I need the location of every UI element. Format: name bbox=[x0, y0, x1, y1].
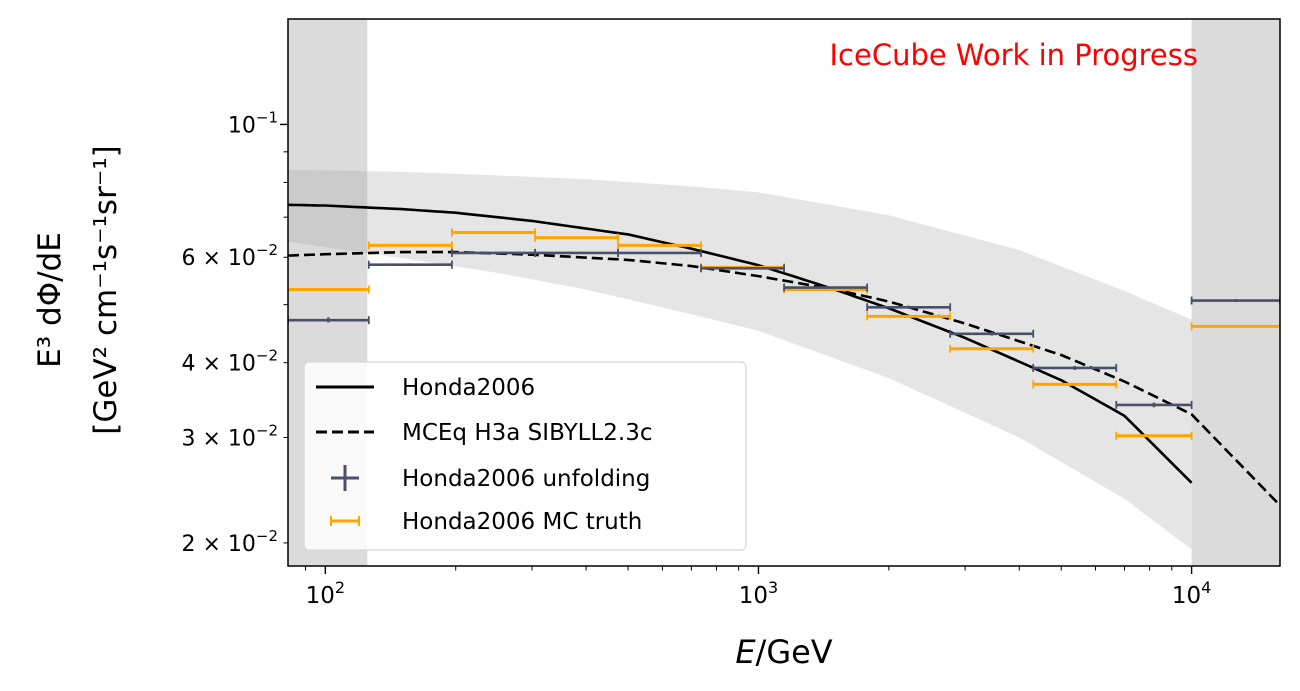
legend-box bbox=[303, 361, 747, 551]
legend-label-unfolding: Honda2006 unfolding bbox=[402, 466, 650, 492]
y-tick-label-1: 6 × 10−2 bbox=[181, 241, 278, 271]
y-tick-label-2: 4 × 10−2 bbox=[181, 347, 278, 377]
x-axis-label: E/GeV bbox=[735, 633, 832, 671]
mc-truth-bin-11 bbox=[1190, 322, 1280, 331]
unfolding-bin-9 bbox=[1032, 363, 1118, 372]
legend-label-honda: Honda2006 bbox=[402, 375, 535, 401]
legend: Honda2006 MCEq H3a SIBYLL2.3c Honda2006 … bbox=[303, 361, 747, 551]
shaded-region-1 bbox=[1191, 19, 1280, 566]
series-line-0 bbox=[288, 203, 1193, 484]
mc-truth-bin-0 bbox=[288, 285, 370, 294]
unfolding-bin-11 bbox=[1190, 296, 1280, 305]
x-tick-label-1: 103 bbox=[739, 578, 778, 609]
series-line-1 bbox=[288, 250, 1280, 507]
unfolding-bin-7 bbox=[866, 303, 952, 312]
unfolding-bin-0 bbox=[288, 316, 370, 325]
annotation-text: IceCube Work in Progress bbox=[829, 38, 1198, 72]
unfolding-bin-1 bbox=[367, 260, 453, 269]
mc-truth-bin-7 bbox=[866, 312, 952, 321]
y-tick-label-0: 10−1 bbox=[228, 108, 278, 138]
mc-truth-bin-10 bbox=[1115, 431, 1193, 440]
unfolding-bin-5 bbox=[700, 264, 785, 273]
mc-truth-bin-9 bbox=[1032, 380, 1118, 389]
legend-marker-unfolding bbox=[331, 465, 359, 491]
legend-marker-mctruth bbox=[330, 516, 360, 526]
y-tick-label-4: 2 × 10−2 bbox=[181, 527, 278, 557]
plot-frame bbox=[287, 18, 1281, 567]
unfolding-bin-10 bbox=[1115, 400, 1193, 409]
uncertainty-band bbox=[288, 169, 1192, 550]
unfolding-bin-4 bbox=[617, 248, 702, 257]
x-tick-label-0: 102 bbox=[306, 578, 345, 609]
x-tick-label-2: 104 bbox=[1172, 578, 1211, 609]
legend-label-mctruth: Honda2006 MC truth bbox=[402, 509, 642, 535]
mc-truth-bin-8 bbox=[949, 344, 1035, 353]
y-tick-label-3: 3 × 10−2 bbox=[181, 421, 278, 451]
unfolding-bin-8 bbox=[949, 329, 1035, 338]
mc-truth-bin-3 bbox=[534, 233, 619, 242]
y-axis-label-line2: [GeV² cm⁻¹s⁻¹sr⁻¹] bbox=[88, 145, 124, 434]
unfolding-bin-6 bbox=[783, 283, 869, 292]
y-axis-label-line1: E³ dΦ/dE bbox=[32, 232, 68, 368]
legend-label-mceq: MCEq H3a SIBYLL2.3c bbox=[402, 420, 652, 446]
mc-truth-bin-1 bbox=[367, 241, 453, 250]
mc-truth-bin-4 bbox=[617, 241, 702, 250]
